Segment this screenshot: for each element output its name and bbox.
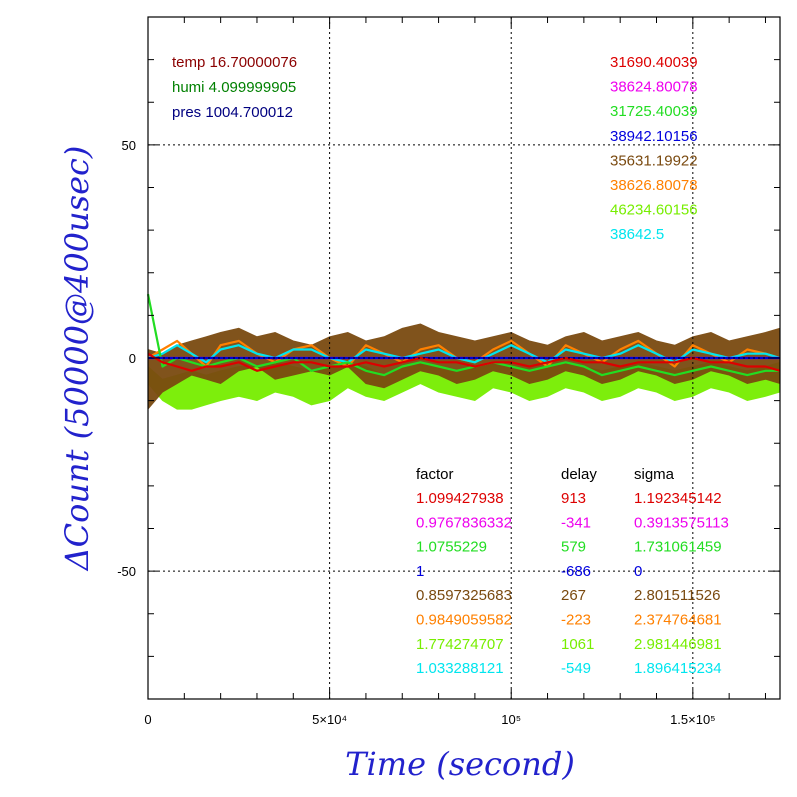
table-cell-sigma-1: 0.3913575113 (634, 514, 729, 531)
table-cell-factor-4: 0.8597325683 (416, 587, 512, 604)
table-cell-delay-6: 1061 (561, 636, 594, 653)
table-cell-factor-2: 1.0755229 (416, 539, 487, 556)
series-legend-item-1: 38624.80078 (610, 79, 698, 96)
y-axis-title: ΔCount (50000@400usec) (58, 146, 96, 573)
y-tick-label-1: 0 (129, 351, 136, 366)
table-cell-delay-0: 913 (561, 490, 586, 507)
table-cell-sigma-3: 0 (634, 563, 642, 580)
series-legend-item-0: 31690.40039 (610, 54, 698, 71)
table-cell-factor-7: 1.033288121 (416, 660, 504, 677)
table-cell-factor-1: 0.9767836332 (416, 514, 512, 531)
series-legend-item-5: 38626.80078 (610, 177, 698, 194)
x-tick-label-3: 1.5×10⁵ (670, 712, 716, 727)
table-cell-sigma-5: 2.374764681 (634, 612, 722, 629)
grid-lines (148, 17, 780, 699)
x-axis-title: Time (second) (345, 745, 575, 783)
table-cell-delay-7: -549 (561, 660, 591, 677)
series-legend-item-3: 38942.10156 (610, 128, 698, 145)
table-cell-factor-3: 1 (416, 563, 424, 580)
table-cell-delay-3: -686 (561, 563, 591, 580)
y-tick-labels: 50 0 -50 (117, 138, 136, 579)
table-cell-factor-6: 1.774274707 (416, 636, 504, 653)
table-header-delay: delay (561, 466, 597, 483)
series-legend-item-6: 46234.60156 (610, 202, 698, 219)
table-header-factor: factor (416, 466, 454, 483)
x-tick-label-2: 10⁵ (501, 712, 521, 727)
table-cell-factor-0: 1.099427938 (416, 490, 504, 507)
series-legend-item-4: 35631.19922 (610, 152, 698, 169)
table-cell-sigma-2: 1.731061459 (634, 539, 722, 556)
table-cell-sigma-0: 1.192345142 (634, 490, 722, 507)
table-cell-sigma-6: 2.981446981 (634, 636, 722, 653)
table-cell-delay-4: 267 (561, 587, 586, 604)
env-legend: temp 16.70000076 humi 4.099999905 pres 100… (172, 54, 297, 121)
y-tick-label-2: -50 (117, 564, 136, 579)
x-tick-label-0: 0 (144, 712, 151, 727)
y-tick-label-0: 50 (122, 138, 136, 153)
table-cell-delay-5: -223 (561, 612, 591, 629)
stats-table: factor delay sigma 1.099427938 913 1.19234514… (416, 466, 729, 677)
plot-series (146, 293, 781, 411)
env-legend-item-1: humi 4.099999905 (172, 79, 296, 96)
series-legend-item-2: 31725.40039 (610, 103, 698, 120)
x-tick-labels: 0 5×10⁴ 10⁵ 1.5×10⁵ (144, 712, 715, 727)
series-legend-item-7: 38642.5 (610, 226, 664, 243)
table-cell-delay-2: 579 (561, 539, 586, 556)
table-cell-sigma-7: 1.896415234 (634, 660, 722, 677)
series-legend: 31690.40039 38624.80078 31725.40039 38942.1… (610, 54, 698, 243)
table-header-sigma: sigma (634, 466, 675, 483)
env-legend-item-0: temp 16.70000076 (172, 54, 297, 71)
series-line-7 (147, 352, 781, 372)
table-cell-factor-5: 0.9849059582 (416, 612, 512, 629)
x-tick-label-1: 5×10⁴ (312, 712, 347, 727)
env-legend-item-2: pres 1004.700012 (172, 104, 293, 121)
table-cell-sigma-4: 2.801511526 (634, 587, 720, 604)
minor-ticks (148, 17, 780, 699)
table-cell-delay-1: -341 (561, 514, 591, 531)
